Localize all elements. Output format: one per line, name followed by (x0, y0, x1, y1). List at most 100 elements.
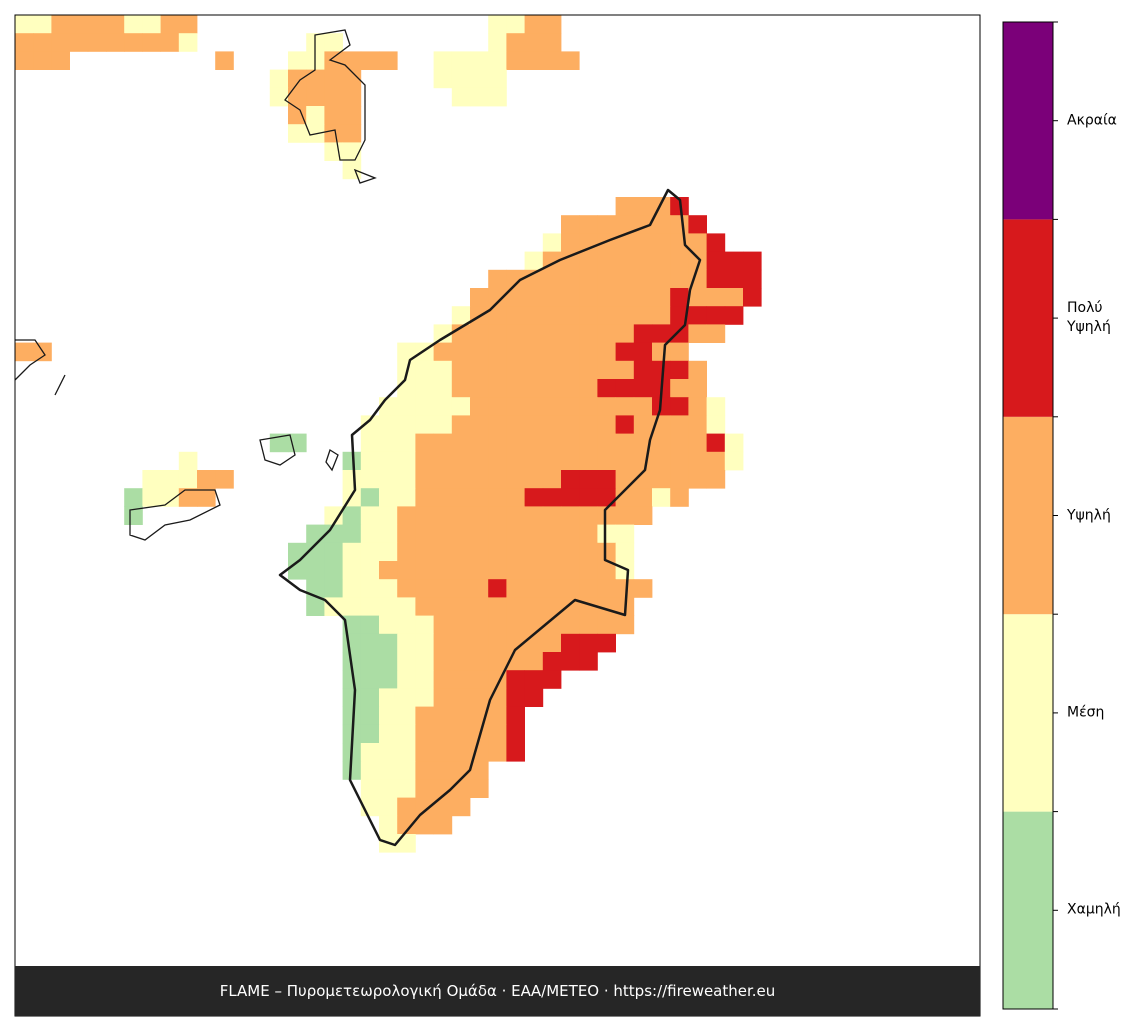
grid-cell (561, 488, 580, 507)
grid-cell (87, 33, 107, 52)
grid-cell (470, 652, 489, 671)
colorbar (1002, 21, 1058, 1010)
grid-cell (670, 233, 689, 252)
grid-cell (470, 360, 489, 380)
grid-cell (597, 251, 616, 271)
grid-cell (106, 33, 125, 52)
grid-cell (488, 51, 507, 70)
grid-cell (488, 87, 507, 107)
grid-cell (433, 324, 453, 343)
grid-cell (324, 542, 343, 562)
grid-cell (488, 15, 507, 34)
grid-cell (451, 597, 471, 616)
grid-cell (451, 470, 471, 489)
grid-cell (415, 415, 434, 434)
grid-cell (397, 834, 416, 853)
grid-cell (652, 269, 671, 289)
grid-cell (597, 524, 616, 544)
grid-cell (542, 506, 562, 525)
grid-cell (379, 670, 398, 689)
grid-cell (506, 51, 525, 70)
grid-cell (397, 433, 416, 453)
grid-cell (506, 379, 525, 398)
grid-cell (288, 69, 307, 89)
grid-cell (360, 597, 380, 616)
legend-label: Υψηλή (1067, 507, 1111, 523)
grid-cell (597, 215, 616, 234)
grid-cell (615, 342, 635, 362)
grid-cell (524, 542, 544, 562)
grid-cell (379, 524, 398, 544)
grid-cell (488, 397, 507, 416)
grid-cell (524, 579, 544, 598)
grid-cell (433, 615, 453, 635)
grid-cell (415, 761, 434, 780)
grid-cell (379, 797, 398, 817)
grid-cell (433, 470, 453, 489)
grid-cell (488, 561, 507, 580)
grid-cell (633, 451, 653, 471)
grid-cell (561, 506, 580, 525)
grid-cell (397, 506, 416, 525)
grid-cell (433, 524, 453, 544)
grid-cell (670, 415, 689, 434)
grid-cell (524, 306, 544, 325)
grid-cell (688, 360, 707, 380)
grid-cell (652, 233, 671, 252)
grid-cell (415, 797, 434, 817)
grid-cell (615, 215, 635, 234)
grid-cell (706, 397, 726, 416)
grid-cell (342, 51, 362, 70)
grid-cell (542, 597, 562, 616)
grid-cell (615, 233, 635, 252)
grid-cell (397, 579, 416, 598)
grid-cell (15, 342, 34, 362)
grid-cell (506, 506, 525, 525)
grid-cell (615, 397, 635, 416)
grid-cell (470, 288, 489, 307)
grid-cell (561, 215, 580, 234)
grid-cell (415, 706, 434, 726)
grid-cell (615, 488, 635, 507)
grid-cell (342, 761, 362, 780)
grid-cell (433, 506, 453, 525)
grid-cell (379, 706, 398, 726)
grid-cell (688, 324, 707, 343)
grid-cell (470, 761, 489, 780)
grid-cell (506, 579, 525, 598)
grid-cell (542, 633, 562, 653)
grid-cell (652, 215, 671, 234)
grid-cell (652, 433, 671, 453)
grid-cell (579, 215, 598, 234)
grid-cell (360, 579, 380, 598)
grid-cell (542, 288, 562, 307)
grid-cell (160, 15, 180, 34)
grid-cell (542, 360, 562, 380)
grid-cell (397, 688, 416, 707)
grid-cell (360, 652, 380, 671)
grid-cell (379, 451, 398, 471)
grid-cell (542, 379, 562, 398)
grid-cell (488, 524, 507, 544)
grid-cell (433, 360, 453, 380)
grid-cell (342, 142, 362, 161)
grid-cell (433, 633, 453, 653)
grid-cell (524, 597, 544, 616)
grid-cell (342, 542, 362, 562)
grid-cell (69, 15, 89, 34)
grid-cell (561, 561, 580, 580)
grid-cell (542, 470, 562, 489)
grid-cell (379, 615, 398, 635)
grid-cell (379, 470, 398, 489)
grid-cell (579, 488, 598, 507)
grid-cell (542, 33, 562, 52)
grid-cell (470, 488, 489, 507)
grid-cell (506, 15, 525, 34)
grid-cell (360, 670, 380, 689)
grid-cell (106, 15, 125, 34)
grid-cell (15, 51, 34, 70)
grid-cell (561, 433, 580, 453)
grid-cell (269, 87, 289, 107)
grid-cell (615, 579, 635, 598)
grid-cell (488, 433, 507, 453)
